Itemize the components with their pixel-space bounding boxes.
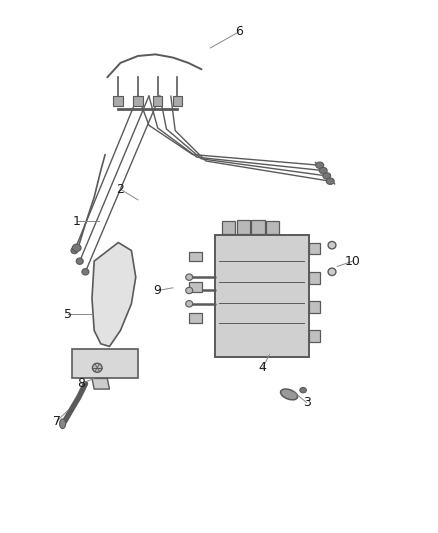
Polygon shape [72,349,138,378]
Bar [189,313,202,323]
Text: 7: 7 [53,415,61,427]
Ellipse shape [328,268,336,276]
Bar [222,221,235,234]
Bar [133,96,143,106]
Bar [309,272,320,284]
Text: 5: 5 [64,308,72,321]
Bar [309,243,320,254]
Bar [113,96,123,106]
Bar [251,220,265,234]
Text: 9: 9 [154,284,162,297]
Text: 3: 3 [303,396,311,409]
Text: 4: 4 [259,361,267,374]
Ellipse shape [300,387,307,393]
Text: 1: 1 [73,215,81,228]
Bar [309,301,320,313]
Ellipse shape [76,258,83,264]
Ellipse shape [281,389,297,400]
Ellipse shape [328,241,336,249]
Ellipse shape [319,167,327,174]
Bar [189,252,202,261]
Ellipse shape [316,162,324,168]
Ellipse shape [71,247,78,254]
Text: 6: 6 [235,26,243,38]
Ellipse shape [186,274,193,280]
Bar [173,96,182,106]
Ellipse shape [60,419,66,429]
Ellipse shape [186,301,193,307]
Ellipse shape [92,364,102,372]
Ellipse shape [82,269,89,275]
Ellipse shape [326,178,334,184]
Bar [237,220,250,234]
Ellipse shape [186,287,193,294]
Text: 8: 8 [77,377,85,390]
Bar [153,96,162,106]
Polygon shape [92,243,136,346]
Text: 2: 2 [117,183,124,196]
Ellipse shape [323,173,331,179]
Bar [266,221,279,234]
Ellipse shape [72,244,81,252]
Bar [189,282,202,292]
Polygon shape [92,378,110,389]
Text: 10: 10 [345,255,360,268]
Bar [309,330,320,342]
Bar [215,235,309,357]
